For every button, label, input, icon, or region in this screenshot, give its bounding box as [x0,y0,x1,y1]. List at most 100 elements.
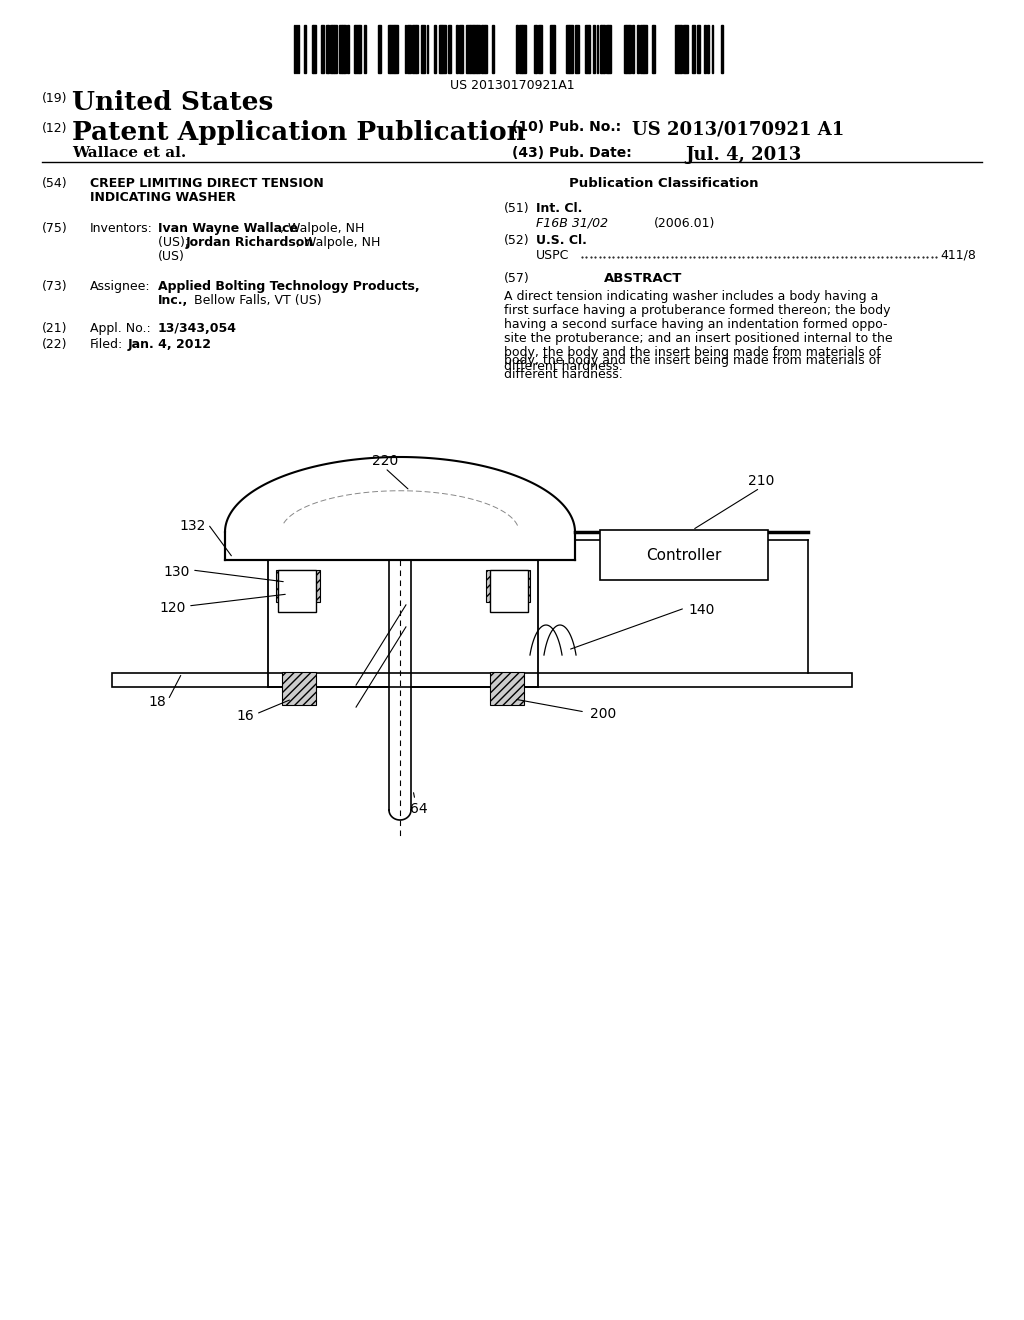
Text: site the protuberance; and an insert positioned internal to the: site the protuberance; and an insert pos… [504,333,893,345]
Text: 120: 120 [160,601,186,615]
Bar [601,25,604,73]
Bar [629,25,631,73]
Text: Bellow Falls, VT (US): Bellow Falls, VT (US) [190,294,322,308]
Bar [355,25,359,73]
Bar [566,25,569,73]
Bar [276,570,319,602]
Bar [534,25,536,73]
Text: INDICATING WASHER: INDICATING WASHER [90,191,236,205]
Bar [519,25,522,73]
Text: Jan. 4, 2012: Jan. 4, 2012 [128,338,212,351]
Text: (57): (57) [504,272,529,285]
Text: Assignee:: Assignee: [90,280,151,293]
Bar [347,25,349,73]
Text: Controller: Controller [646,548,722,562]
Text: U.S. Cl.: U.S. Cl. [536,234,587,247]
Bar [697,25,700,73]
Bar [282,672,316,705]
Bar [416,25,418,73]
Text: (21): (21) [42,322,68,335]
Bar [637,25,639,73]
Text: CREEP LIMITING DIRECT TENSION: CREEP LIMITING DIRECT TENSION [90,177,324,190]
Text: 132: 132 [179,519,206,533]
Bar [477,25,480,73]
Bar [449,25,451,73]
Bar [321,25,324,73]
Bar [644,25,647,73]
Text: Wallace et al.: Wallace et al. [72,147,186,160]
Bar [344,25,346,73]
Bar [421,25,425,73]
Bar [342,25,344,73]
Text: US 2013/0170921 A1: US 2013/0170921 A1 [632,120,844,139]
Bar [626,25,629,73]
Text: (73): (73) [42,280,68,293]
Text: Applied Bolting Technology Products,: Applied Bolting Technology Products, [158,280,420,293]
Bar [685,25,688,73]
Bar [395,25,398,73]
Text: Jordan Richardson: Jordan Richardson [186,236,314,249]
Bar [624,25,626,73]
Bar [112,673,852,686]
Bar [407,25,411,73]
Text: Ivan Wayne Wallace: Ivan Wayne Wallace [158,222,298,235]
Text: (US): (US) [158,249,185,263]
Text: , Walpole, NH: , Walpole, NH [280,222,365,235]
Text: body, the body and the insert being made from materials of: body, the body and the insert being made… [504,346,881,359]
Text: body, the body and the insert being made from materials of: body, the body and the insert being made… [504,354,881,367]
Bar [608,25,611,73]
Bar [326,25,328,73]
Bar [334,25,337,73]
Text: Inventors:: Inventors: [90,222,153,235]
Bar [456,25,458,73]
Text: ABSTRACT: ABSTRACT [604,272,682,285]
Text: United States: United States [72,90,273,115]
Text: 18: 18 [148,696,166,709]
Bar [492,25,494,73]
Text: 411/8: 411/8 [940,249,976,261]
Bar [575,25,579,73]
Text: Filed:: Filed: [90,338,123,351]
Bar [692,25,695,73]
Bar [569,25,573,73]
Bar [653,25,655,73]
Bar [707,25,709,73]
Bar [278,570,316,612]
Text: Jul. 4, 2013: Jul. 4, 2013 [685,147,801,164]
Text: 13/343,054: 13/343,054 [158,322,237,335]
Bar [632,25,634,73]
Bar [600,531,768,579]
Bar [313,25,316,73]
Bar [390,25,394,73]
Bar [640,25,643,73]
Text: (US);: (US); [158,236,194,249]
Bar [683,25,685,73]
Text: 140: 140 [688,603,715,616]
Bar [364,25,366,73]
Bar [540,25,542,73]
Text: Int. Cl.: Int. Cl. [536,202,583,215]
Bar [225,532,575,560]
Bar [522,25,526,73]
Text: 200: 200 [590,708,616,721]
Bar [332,25,334,73]
Text: Inc.,: Inc., [158,294,188,308]
Text: (22): (22) [42,338,68,351]
Text: (75): (75) [42,222,68,235]
Text: (12): (12) [42,121,68,135]
Text: F16B 31/02: F16B 31/02 [536,216,608,230]
Text: USPC: USPC [536,249,569,261]
Text: 130: 130 [164,565,190,579]
Bar [705,25,706,73]
Text: (52): (52) [504,234,529,247]
Bar [466,25,470,73]
Text: first surface having a protuberance formed thereon; the body: first surface having a protuberance form… [504,304,891,317]
Text: (2006.01): (2006.01) [654,216,716,230]
Bar [538,25,540,73]
Bar [412,25,416,73]
Bar [490,672,524,705]
Bar [330,25,332,73]
Bar [470,25,473,73]
Text: (54): (54) [42,177,68,190]
Text: 220: 220 [372,454,398,469]
